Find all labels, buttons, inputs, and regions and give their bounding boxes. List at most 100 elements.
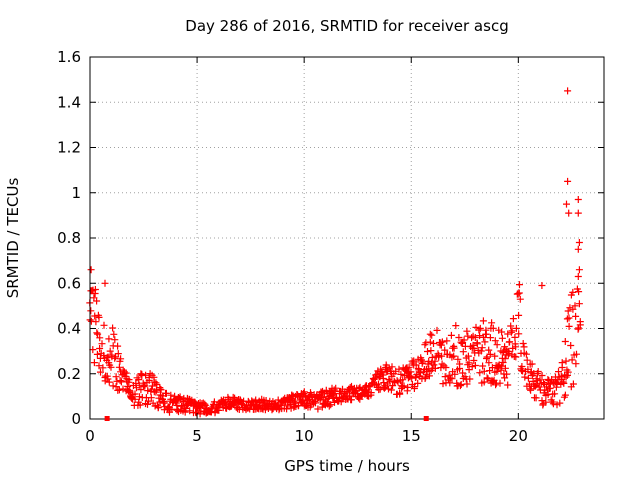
data-point [300,388,308,396]
data-point [400,382,408,390]
data-point [428,354,436,361]
data-point [479,317,487,325]
data-point [564,307,572,315]
data-point [197,403,205,411]
data-point [503,370,511,378]
y-tick-label: 0.4 [57,320,81,338]
data-point [575,266,583,274]
data-point [283,405,291,413]
data-point [153,381,161,388]
data-point [507,328,515,336]
y-tick-label: 0.2 [57,365,81,383]
data-point [385,376,393,383]
data-point [424,348,431,355]
data-point [325,402,333,410]
data-point [471,334,479,341]
data-point [322,386,330,394]
data-point [396,390,404,398]
x-tick-label: 5 [192,427,202,445]
data-point [482,330,490,338]
data-point [469,341,477,349]
data-point [387,386,395,394]
data-point [427,347,435,355]
data-point [91,286,99,293]
data-point [499,359,507,366]
data-point [431,357,439,365]
data-point [183,401,191,409]
data-point [498,334,506,342]
data-point [468,363,476,371]
data-point [560,379,568,387]
data-point [417,356,425,364]
data-point [501,355,509,363]
data-point [507,322,515,330]
data-point [405,363,413,371]
data-point [557,372,565,380]
x-tick-label: 20 [509,427,528,445]
data-point [567,342,575,349]
data-point [98,340,106,348]
data-point [367,389,375,397]
data-point [564,371,571,379]
data-point [148,382,156,390]
data-point [515,289,523,297]
data-point [576,318,584,326]
data-point [117,355,125,363]
data-point [575,288,583,296]
data-point [406,373,414,381]
data-point [571,302,579,310]
data-point [115,363,123,371]
y-tick-labels: 0 0.2 0.4 0.6 0.8 1 1.2 1.4 1.6 [57,48,81,428]
data-point [100,321,108,329]
data-point [332,384,340,392]
data-point [268,406,276,414]
data-point [538,372,546,379]
data-point [512,353,520,361]
data-point [572,312,580,320]
data-point [141,382,149,390]
data-point [470,344,478,352]
data-point [97,368,104,376]
axis-marker-square [423,416,429,421]
data-point [93,329,101,337]
data-point [422,339,430,347]
data-point [501,343,509,351]
data-point [481,338,489,346]
data-point [92,318,100,326]
data-point [144,387,152,395]
data-point [504,330,512,338]
data-point [399,376,407,384]
data-point [558,359,566,367]
data-point [480,367,488,375]
data-point [538,397,546,405]
data-point [433,326,441,334]
data-point [428,331,436,339]
data-point [498,362,506,370]
data-point [476,332,484,340]
data-point [450,352,458,360]
data-point [430,361,438,369]
data-point [442,364,450,371]
data-point [395,365,403,373]
data-point [355,385,363,393]
data-point [330,394,338,402]
data-point [489,324,497,332]
data-point [471,362,479,369]
x-tick-label: 10 [295,427,314,445]
data-point [144,400,151,408]
data-point [566,304,574,312]
data-point [574,196,582,203]
data-point [496,379,504,387]
data-point [136,401,144,409]
data-point [572,360,580,368]
data-point [493,367,501,375]
x-tick-label: 15 [402,427,421,445]
data-point [425,372,433,380]
data-point [125,378,133,386]
data-point [516,295,524,303]
y-tick-label: 1.2 [57,139,81,157]
data-point [182,405,190,412]
data-point [556,399,564,407]
data-point [575,324,583,332]
data-point [441,346,449,354]
